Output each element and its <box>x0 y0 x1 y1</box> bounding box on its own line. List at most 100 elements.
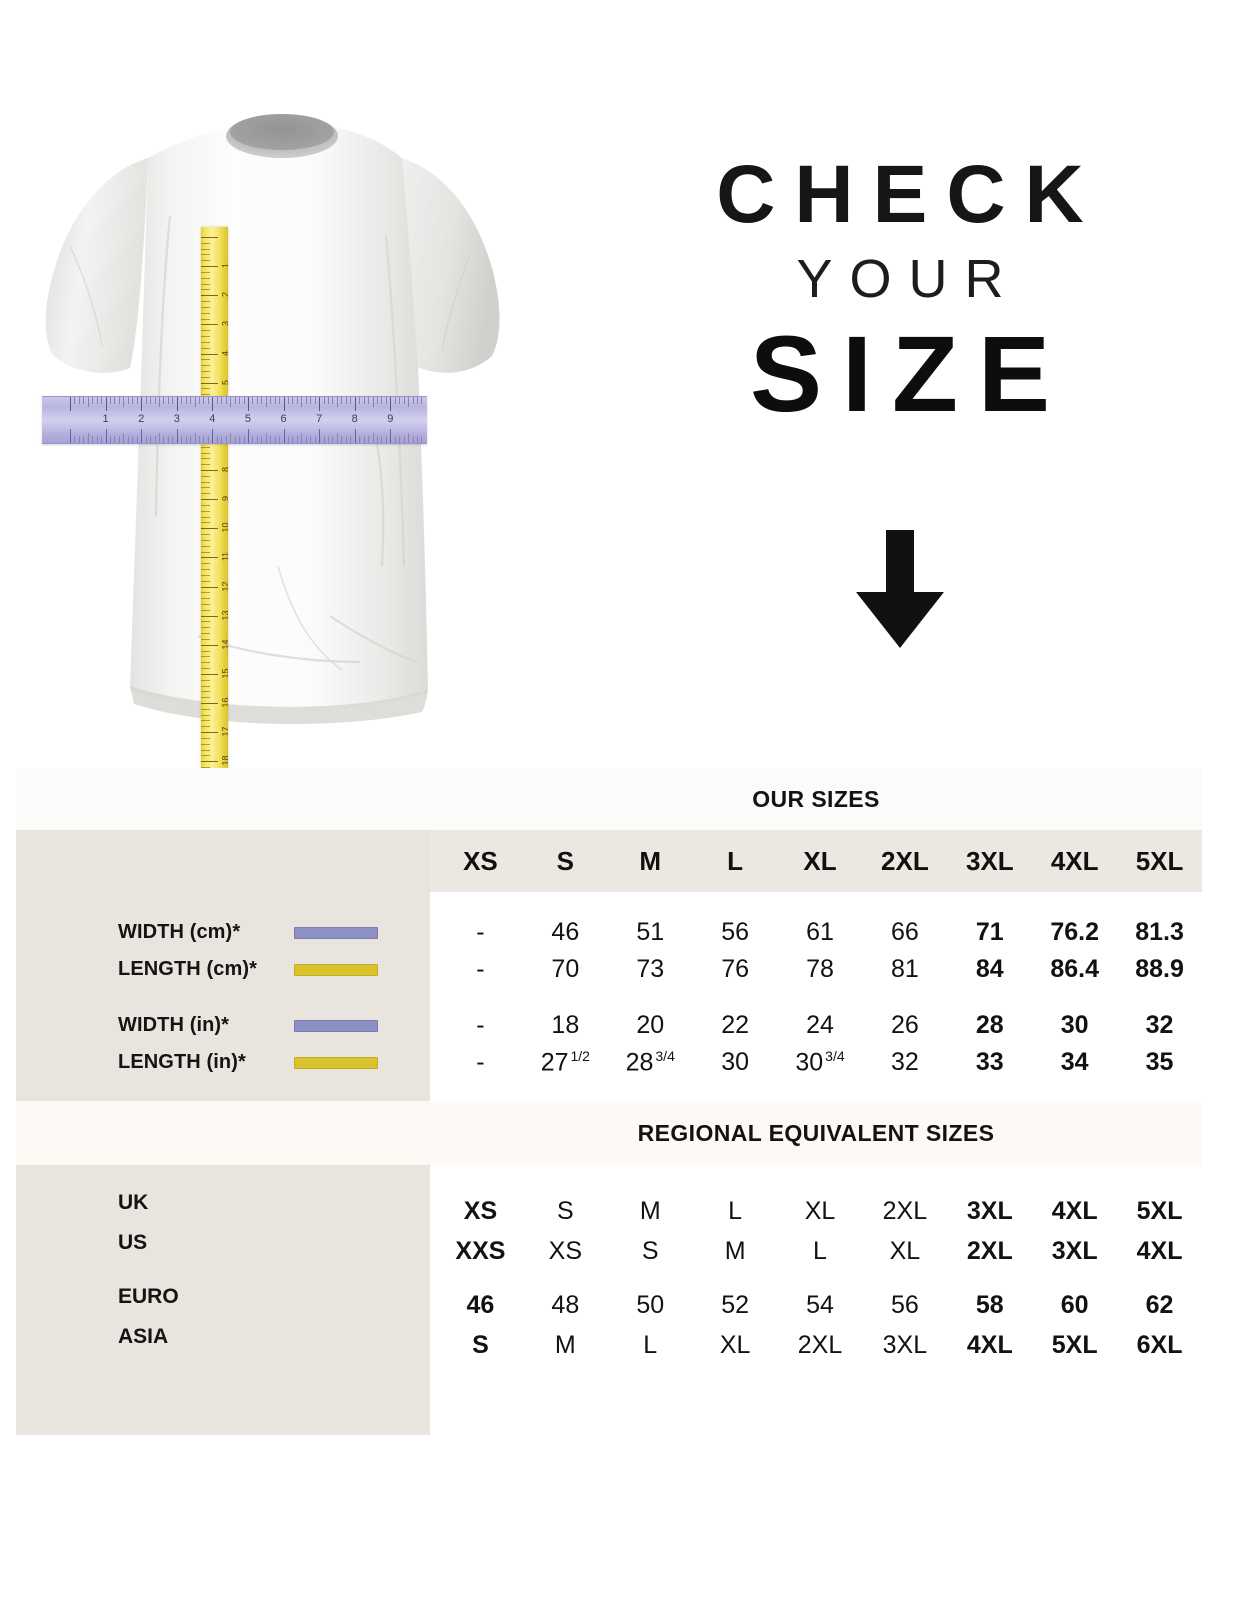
legend-swatch-width-cm <box>294 926 378 939</box>
cell-us-3: S <box>641 1236 659 1265</box>
header-columns: XS S M L XL 2XL 3XL 4XL 5XL <box>430 830 1202 892</box>
cell-length-in-4xl-num: 34 <box>1060 1048 1089 1076</box>
value-row-length-cm: - 70 73 76 78 81 84 86.4 88.9 <box>430 951 1202 988</box>
size-chart-table: OUR SIZES XS S M L XL 2XL 3XL 4XL 5XL WI… <box>16 768 1202 1435</box>
cell-length-in-xs-num: - <box>476 1048 485 1076</box>
regional-labels: UK US EURO ASIA <box>16 1165 430 1383</box>
cell-uk-9: 5XL <box>1136 1196 1183 1225</box>
cell-asia-7: 4XL <box>966 1330 1013 1359</box>
table-bottom-strip <box>16 1383 1202 1435</box>
cell-width-cm-xs: - <box>476 918 485 946</box>
cell-width-in-3xl: 28 <box>975 1011 1004 1039</box>
cell-width-in-5xl: 32 <box>1145 1011 1174 1039</box>
measurement-labels: WIDTH (cm)* LENGTH (cm)* WIDTH (in)* LEN… <box>16 892 430 1101</box>
header-label-spacer <box>16 830 430 892</box>
headline-block: CHECK YOUR SIZE <box>600 150 1200 430</box>
cell-euro-5: 54 <box>806 1290 834 1319</box>
column-header-4xl: 4XL <box>1050 846 1099 876</box>
cell-length-cm-s: 70 <box>551 955 580 983</box>
cell-length-cm-l: 76 <box>721 955 750 983</box>
cell-length-in-l-num: 30 <box>721 1048 750 1076</box>
cell-us-6: XL <box>889 1236 921 1265</box>
cell-length-in-xl-num: 30 <box>795 1048 824 1077</box>
cell-length-in-4xl: 34 <box>1032 1050 1117 1075</box>
cell-width-in-m: 20 <box>636 1011 665 1039</box>
headline-line-size: SIZE <box>749 313 1071 434</box>
cell-uk-7: 3XL <box>966 1196 1013 1225</box>
cell-length-cm-m: 73 <box>636 955 665 983</box>
cell-length-cm-xl: 78 <box>806 955 834 983</box>
legend-swatch-length-cm <box>294 963 378 976</box>
cell-uk-3: M <box>639 1196 661 1225</box>
cell-asia-3: L <box>643 1330 658 1359</box>
cell-width-cm-4xl: 76.2 <box>1050 918 1100 946</box>
arrow-down-glyph <box>856 530 944 648</box>
table-bottom-label-cell <box>16 1383 430 1435</box>
regional-title-cell: REGIONAL EQUIVALENT SIZES <box>430 1101 1202 1165</box>
cell-length-in-l: 30 <box>693 1050 778 1075</box>
legend-label-width-cm: WIDTH (cm)* <box>118 921 241 943</box>
cell-length-in-m-num: 28 <box>625 1048 654 1077</box>
cell-width-cm-2xl: 66 <box>890 918 919 946</box>
cell-euro-6: 56 <box>890 1290 919 1319</box>
cell-width-cm-m: 51 <box>636 918 665 946</box>
legend-row-length-cm: LENGTH (cm)* <box>16 951 430 988</box>
tshirt-folds-fine <box>69 245 471 671</box>
cell-length-in-3xl-num: 33 <box>975 1048 1004 1076</box>
regional-title-row: REGIONAL EQUIVALENT SIZES <box>16 1101 1202 1165</box>
regional-label-euro: EURO <box>118 1285 179 1308</box>
cell-width-cm-xl: 61 <box>806 918 834 946</box>
regional-label-uk: UK <box>118 1191 149 1214</box>
cell-uk-5: XL <box>804 1196 836 1225</box>
cell-length-in-s-frac: 1/2 <box>570 1048 590 1065</box>
our-sizes-title-band: OUR SIZES <box>16 768 1202 830</box>
value-row-width-in: - 18 20 22 24 26 28 30 32 <box>430 1007 1202 1044</box>
cell-euro-9: 62 <box>1145 1290 1174 1319</box>
cell-us-1: XXS <box>455 1236 506 1265</box>
column-header-m: M <box>639 846 662 876</box>
cell-length-cm-3xl: 84 <box>975 955 1004 983</box>
cell-width-cm-s: 46 <box>551 918 580 946</box>
cell-length-in-m: 28 3/4 <box>608 1049 693 1075</box>
cell-us-9: 4XL <box>1136 1236 1183 1265</box>
regional-row-euro: 46 48 50 52 54 56 58 60 62 <box>430 1285 1202 1325</box>
cell-us-2: XS <box>548 1236 583 1265</box>
cell-euro-4: 52 <box>721 1290 750 1319</box>
cell-us-7: 2XL <box>966 1236 1013 1265</box>
regional-values: XS S M L XL 2XL 3XL 4XL 5XL XXS XS S M L <box>430 1165 1202 1383</box>
column-header-2xl: 2XL <box>881 846 929 876</box>
yellow-measuring-tape: 12345678910111213141516171819 <box>201 227 228 827</box>
legend-swatch-length-in <box>294 1056 378 1069</box>
legend-row-length-in: LENGTH (in)* <box>16 1044 430 1081</box>
cell-us-4: M <box>724 1236 746 1265</box>
regional-block: UK US EURO ASIA XS S M L XL 2XL 3XL 4XL … <box>16 1165 1202 1383</box>
cell-euro-2: 48 <box>551 1290 580 1319</box>
table-bottom-data-cell <box>430 1383 1202 1435</box>
cell-euro-3: 50 <box>636 1290 665 1319</box>
cell-asia-5: 2XL <box>797 1330 843 1359</box>
cell-length-cm-2xl: 81 <box>890 955 919 983</box>
cell-width-cm-3xl: 71 <box>975 918 1004 946</box>
cell-length-in-2xl-num: 32 <box>890 1048 919 1076</box>
tshirt-left-sleeve <box>45 158 149 373</box>
hero-section: 12345678910111213141516171819 123456789 … <box>0 0 1251 827</box>
cell-uk-1: XS <box>463 1196 498 1225</box>
column-header-xs: XS <box>463 846 498 876</box>
tshirt-right-sleeve <box>402 158 500 373</box>
measurements-block: WIDTH (cm)* LENGTH (cm)* WIDTH (in)* LEN… <box>16 892 1202 1101</box>
column-header-l: L <box>727 846 744 876</box>
cell-width-cm-l: 56 <box>721 918 750 946</box>
cell-euro-8: 60 <box>1060 1290 1089 1319</box>
cell-euro-7: 58 <box>975 1290 1004 1319</box>
cell-width-in-s: 18 <box>551 1011 580 1039</box>
cell-us-8: 3XL <box>1051 1236 1098 1265</box>
regional-label-asia: ASIA <box>118 1325 169 1348</box>
cell-width-in-2xl: 26 <box>890 1011 919 1039</box>
cell-length-cm-5xl: 88.9 <box>1135 955 1184 983</box>
value-row-width-cm: - 46 51 56 61 66 71 76.2 81.3 <box>430 914 1202 951</box>
cell-length-in-xl: 30 3/4 <box>778 1049 863 1075</box>
cell-asia-9: 6XL <box>1136 1330 1183 1359</box>
legend-label-length-in: LENGTH (in)* <box>118 1051 246 1073</box>
